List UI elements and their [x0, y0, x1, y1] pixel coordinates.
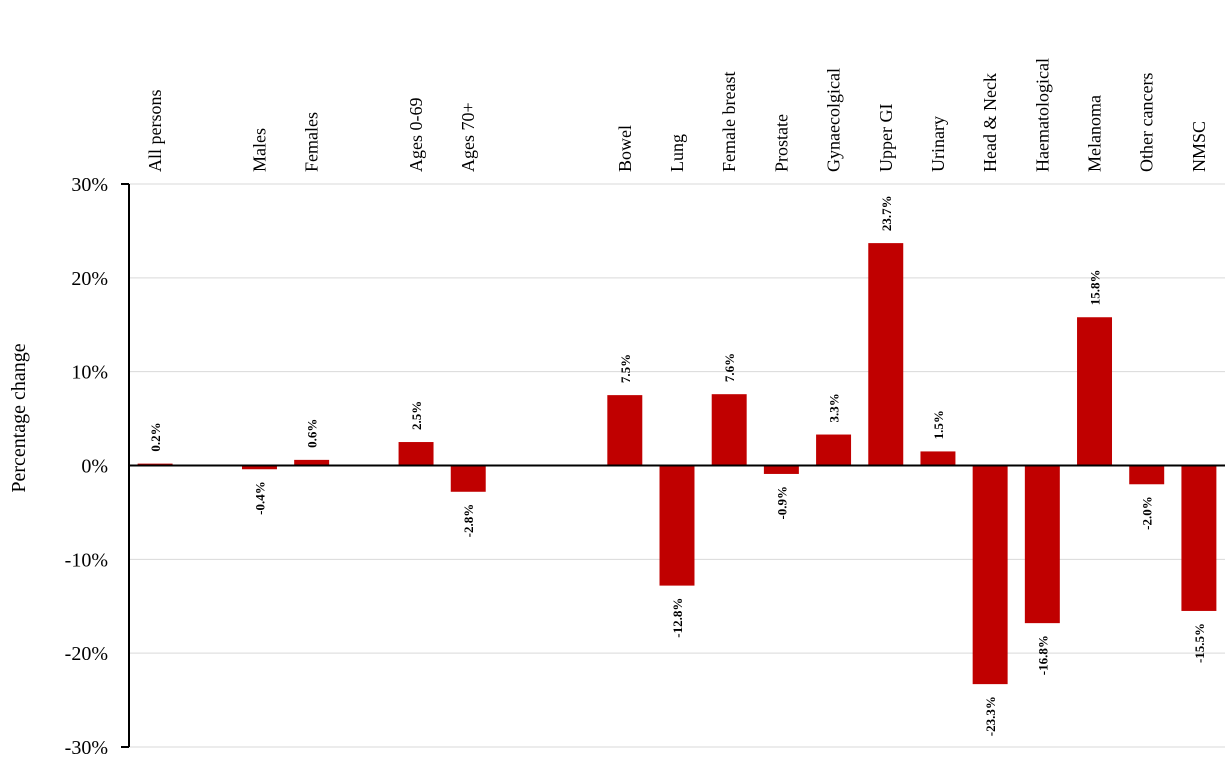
- category-label: Female breast: [719, 72, 739, 172]
- category-label: Males: [249, 128, 269, 172]
- bar: [1181, 465, 1217, 611]
- category-label: Other cancers: [1137, 73, 1157, 172]
- bar: [607, 395, 643, 466]
- data-label: -12.8%: [670, 598, 685, 638]
- bar: [763, 465, 799, 474]
- bar: [920, 451, 956, 466]
- y-tick-label: 30%: [71, 174, 108, 196]
- bar: [1129, 465, 1165, 485]
- data-label: -0.9%: [774, 486, 789, 520]
- bar: [816, 434, 852, 466]
- bar: [450, 465, 486, 492]
- y-tick-labels: 30% 20% 10% 0% -10% -20% -30%: [65, 174, 108, 759]
- data-label: 23.7%: [879, 195, 894, 231]
- category-label: Melanoma: [1085, 95, 1105, 172]
- bar: [1077, 317, 1113, 466]
- data-label: 7.5%: [618, 354, 633, 383]
- data-labels: 0.2% -0.4% 0.6% 2.5% -2.8% 7.5% -12.8% 7.6% -0.9…: [148, 195, 1207, 736]
- y-tick-label: -10%: [65, 549, 108, 571]
- category-label: Ages 0-69: [406, 98, 426, 173]
- bar: [868, 243, 904, 466]
- data-label: -15.5%: [1192, 623, 1207, 663]
- bars: [137, 243, 1217, 685]
- category-label: Haematological: [1032, 58, 1052, 172]
- bar: [972, 465, 1008, 685]
- data-label: -2.8%: [461, 504, 476, 538]
- y-tick-label: -20%: [65, 643, 108, 665]
- data-label: 3.3%: [827, 393, 842, 422]
- data-label: -0.4%: [252, 481, 267, 515]
- y-axis-label: Percentage change: [8, 343, 30, 492]
- category-label: Lung: [667, 134, 687, 172]
- category-label: Bowel: [615, 125, 635, 172]
- category-label: Gynaecolgical: [824, 68, 844, 172]
- category-label: Females: [302, 112, 322, 172]
- category-label: Upper GI: [876, 104, 896, 172]
- y-tick-label: 20%: [71, 268, 108, 290]
- axes: [121, 183, 1225, 748]
- category-label: Ages 70+: [458, 102, 478, 172]
- category-label: Head & Neck: [980, 73, 1000, 172]
- y-tick-label: 0%: [81, 456, 108, 478]
- data-label: -2.0%: [1140, 496, 1155, 530]
- data-label: -23.3%: [983, 696, 998, 736]
- category-label: NMSC: [1189, 121, 1209, 172]
- bar: [398, 442, 434, 466]
- data-label: 15.8%: [1088, 269, 1103, 305]
- bar: [241, 465, 277, 470]
- data-label: 1.5%: [931, 410, 946, 439]
- data-label: 2.5%: [409, 401, 424, 430]
- category-label: All persons: [145, 90, 165, 173]
- data-label: -16.8%: [1035, 635, 1050, 675]
- y-tick-label: 10%: [71, 362, 108, 384]
- data-label: 7.6%: [722, 353, 737, 382]
- y-tick-label: -30%: [65, 737, 108, 759]
- bar: [659, 465, 695, 586]
- data-label: 0.6%: [305, 419, 320, 448]
- data-label: 0.2%: [148, 422, 163, 451]
- category-labels: All persons Males Females Ages 0-69 Ages 70+…: [145, 58, 1209, 172]
- category-label: Prostate: [771, 114, 791, 172]
- category-label: Urinary: [928, 116, 948, 172]
- gridlines: [129, 183, 1225, 748]
- bar: [1024, 465, 1060, 624]
- bar: [294, 459, 330, 466]
- bar: [711, 394, 747, 466]
